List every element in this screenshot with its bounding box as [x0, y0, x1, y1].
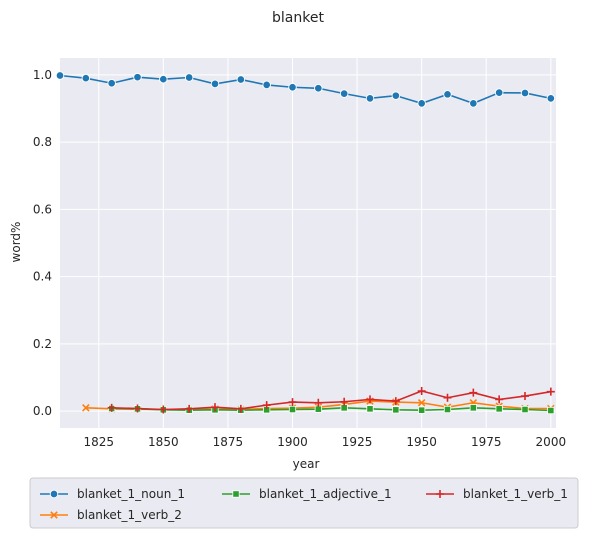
x-tick-label: 1875	[213, 435, 244, 449]
data-point	[339, 89, 349, 98]
data-point	[443, 90, 452, 99]
x-tick-label: 1950	[406, 435, 437, 449]
data-point	[521, 392, 529, 401]
data-point	[288, 405, 297, 414]
data-point	[443, 405, 452, 414]
series-line	[111, 390, 551, 411]
data-point	[391, 91, 401, 100]
x-tick-label: 2000	[536, 435, 567, 449]
legend-label: blanket_1_adjective_1	[259, 487, 392, 501]
data-point	[50, 511, 58, 519]
data-point	[314, 398, 323, 407]
y-axis-label: word%	[9, 222, 23, 263]
legend-entry: blanket_1_verb_1	[426, 487, 568, 501]
data-point	[236, 75, 246, 84]
data-point	[262, 80, 271, 90]
data-point	[159, 405, 168, 414]
y-tick-label: 0.6	[33, 202, 52, 216]
legend-label: blanket_1_noun_1	[77, 487, 185, 501]
gridlines	[60, 58, 556, 428]
legend-entry: blanket_1_adjective_1	[222, 487, 392, 501]
data-point	[314, 405, 322, 413]
data-point	[443, 393, 452, 402]
data-point	[159, 74, 168, 84]
legend-label: blanket_1_verb_2	[77, 508, 182, 522]
x-axis-label: year	[293, 457, 320, 471]
y-tick-label: 0.0	[33, 404, 52, 418]
data-point	[210, 79, 220, 89]
data-point	[494, 88, 504, 97]
data-point	[546, 387, 555, 396]
data-point	[495, 405, 503, 413]
data-point	[82, 404, 90, 412]
series-blanket_1_noun_1	[55, 71, 556, 108]
data-point	[366, 395, 374, 404]
series-line	[59, 74, 551, 105]
data-point	[107, 78, 116, 88]
data-point	[546, 94, 556, 103]
data-point	[49, 489, 59, 499]
data-point	[495, 395, 504, 404]
tick-labels: 1825 1850 1875 1900 1925 1950 1975 2000 0.0 0.2 0.…	[33, 68, 566, 449]
data-point	[236, 404, 245, 413]
y-tick-label: 0.2	[33, 337, 52, 351]
data-point	[133, 404, 142, 413]
x-tick-label: 1825	[83, 435, 114, 449]
x-tick-label: 1975	[471, 435, 502, 449]
data-point	[418, 406, 426, 414]
data-point	[469, 404, 477, 412]
legend-label: blanket_1_verb_1	[463, 487, 568, 501]
data-point	[133, 72, 142, 82]
series-blanket_1_verb_1	[107, 387, 555, 414]
data-point	[211, 403, 219, 412]
data-point	[391, 397, 400, 406]
y-tick-label: 1.0	[33, 68, 52, 82]
data-point	[340, 397, 349, 406]
data-point	[520, 88, 530, 98]
data-point	[366, 405, 374, 413]
series-line	[111, 407, 551, 412]
data-point	[81, 73, 91, 83]
legend-entry: blanket_1_noun_1	[40, 487, 185, 501]
data-point	[417, 399, 426, 407]
data-point	[469, 388, 478, 397]
plot-area	[60, 58, 556, 428]
legend-entry: blanket_1_verb_2	[40, 508, 182, 522]
x-tick-label: 1900	[277, 435, 308, 449]
data-point	[521, 405, 529, 414]
y-tick-label: 0.4	[33, 270, 52, 284]
data-point	[288, 398, 297, 407]
data-point	[262, 401, 271, 410]
legend: blanket_1_noun_1 blanket_1_verb_2 blanket_…	[29, 477, 579, 529]
data-point	[436, 490, 444, 498]
data-point	[107, 403, 116, 412]
legend-box	[29, 477, 579, 529]
series-layer	[55, 71, 556, 415]
x-tick-label: 1850	[148, 435, 179, 449]
data-point	[469, 99, 478, 108]
data-point	[365, 94, 375, 103]
plot-background	[60, 58, 556, 428]
data-point	[417, 99, 426, 108]
data-point	[392, 406, 400, 414]
data-point	[185, 404, 194, 413]
data-point	[417, 387, 426, 395]
data-point	[232, 490, 240, 498]
chart-title: blanket	[272, 10, 324, 26]
data-point	[314, 84, 323, 93]
data-point	[184, 73, 194, 82]
data-point	[55, 71, 65, 80]
data-point	[547, 406, 555, 415]
x-tick-label: 1925	[342, 435, 373, 449]
data-point	[288, 83, 297, 92]
y-tick-label: 0.8	[33, 135, 52, 149]
